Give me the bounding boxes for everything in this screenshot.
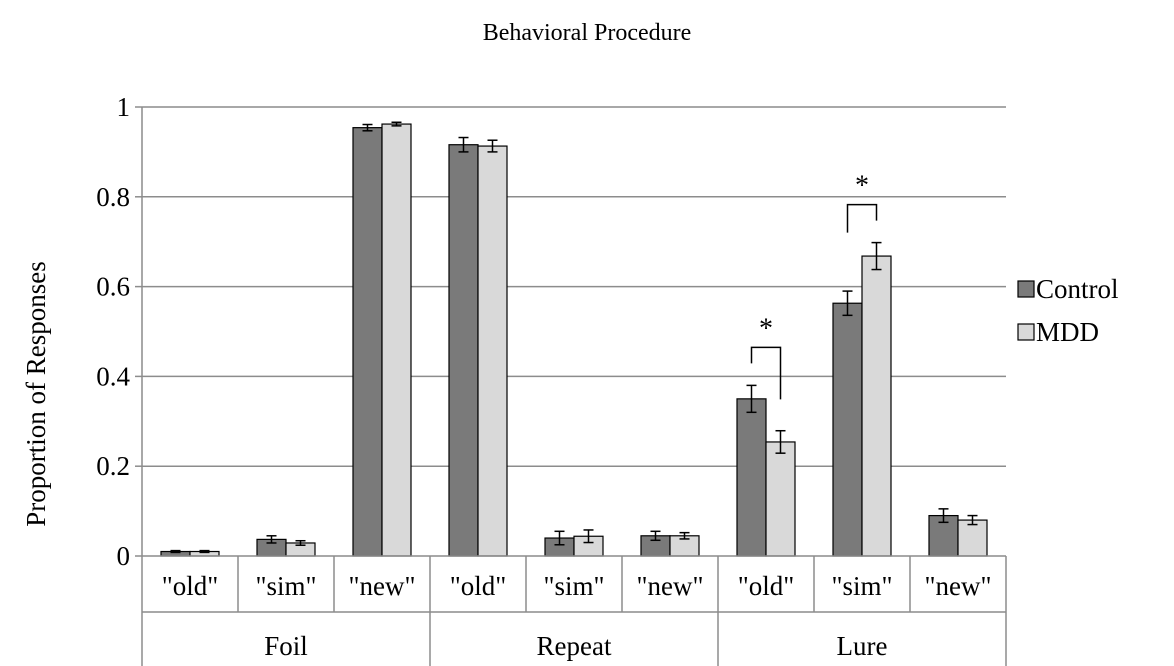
category-label: "sim" bbox=[831, 571, 892, 601]
bar-mdd bbox=[381, 123, 412, 557]
x-axis: "old" "sim" "new" "old" "sim" "new" "old" "sim"… bbox=[141, 107, 1007, 666]
y-tick-label: 0.4 bbox=[96, 361, 130, 391]
significance-annotations: ** bbox=[750, 171, 878, 400]
group-label: Foil bbox=[264, 631, 308, 661]
bar-mdd bbox=[861, 255, 892, 557]
significance-star: * bbox=[855, 171, 869, 202]
bar-control bbox=[832, 302, 863, 557]
category-label: "old" bbox=[162, 571, 219, 601]
significance-bracket bbox=[750, 346, 782, 400]
category-label: "old" bbox=[738, 571, 795, 601]
legend-swatch-mdd bbox=[1017, 323, 1035, 341]
category-label: "old" bbox=[450, 571, 507, 601]
significance-bracket bbox=[846, 203, 878, 233]
legend: Control MDD bbox=[1017, 274, 1119, 347]
chart-title: Behavioral Procedure bbox=[483, 20, 692, 46]
legend-label-mdd: MDD bbox=[1036, 317, 1099, 347]
legend-swatch-control bbox=[1017, 280, 1035, 298]
bar-mdd bbox=[765, 441, 796, 557]
error-bars bbox=[170, 121, 978, 554]
significance-star: * bbox=[759, 313, 773, 344]
bar-control bbox=[352, 127, 383, 557]
y-tick-label: 1 bbox=[117, 92, 131, 122]
category-label: "sim" bbox=[543, 571, 604, 601]
y-axis-label: Proportion of Responses bbox=[21, 261, 51, 527]
y-tick-label: 0.2 bbox=[96, 451, 130, 481]
category-label: "new" bbox=[924, 571, 991, 601]
y-tick-label: 0.8 bbox=[96, 182, 130, 212]
category-label: "sim" bbox=[255, 571, 316, 601]
category-label: "new" bbox=[348, 571, 415, 601]
bar-control bbox=[736, 398, 767, 557]
bars bbox=[160, 123, 988, 557]
group-label: Lure bbox=[837, 631, 888, 661]
y-tick-label: 0 bbox=[117, 541, 131, 571]
bar-mdd bbox=[957, 519, 988, 557]
category-label: "new" bbox=[636, 571, 703, 601]
bar-mdd bbox=[477, 145, 508, 557]
bar-control bbox=[448, 144, 479, 557]
group-label: Repeat bbox=[537, 631, 612, 661]
y-axis-ticks: 0 0.2 0.4 0.6 0.8 1 bbox=[96, 92, 142, 571]
legend-label-control: Control bbox=[1036, 274, 1119, 304]
y-tick-label: 0.6 bbox=[96, 272, 130, 302]
